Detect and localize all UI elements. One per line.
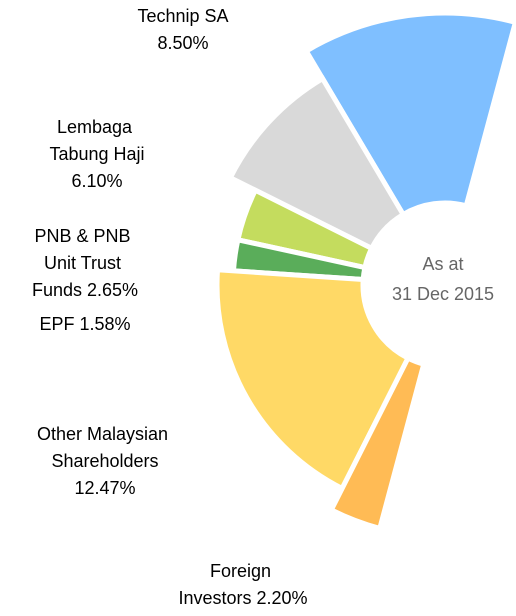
category-label: PNB & PNB Unit Trust Funds [32, 226, 136, 300]
value-label: 2.65% [87, 280, 138, 300]
category-label: EPF [39, 314, 74, 334]
segment [226, 75, 407, 252]
annotation: As at [422, 254, 463, 274]
category-label: Lembaga Tabung Haji [49, 117, 144, 164]
category-label: Technip SA [137, 6, 228, 26]
value-label: 8.50% [157, 33, 208, 53]
segment [302, 10, 516, 218]
value-label: 12.47% [74, 478, 135, 498]
value-label: 2.20% [256, 588, 307, 608]
category-label: Foreign Investors [178, 561, 276, 608]
segment [214, 267, 412, 492]
segment [327, 354, 427, 532]
category-label: Other Malaysian Shareholders [37, 424, 173, 471]
value-label: 6.10% [71, 171, 122, 191]
value-label: 1.58% [79, 314, 130, 334]
annotation: 31 Dec 2015 [392, 284, 494, 304]
